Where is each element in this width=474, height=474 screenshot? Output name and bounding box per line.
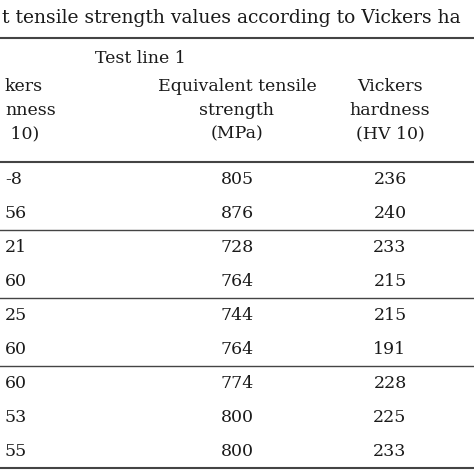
Text: -8: -8 (5, 171, 22, 188)
Text: 236: 236 (374, 171, 407, 188)
Text: Equivalent tensile
strength
(MPa): Equivalent tensile strength (MPa) (158, 78, 316, 142)
Text: 60: 60 (5, 374, 27, 392)
Text: kers
nness
 10): kers nness 10) (5, 78, 56, 142)
Text: 60: 60 (5, 340, 27, 357)
Text: 60: 60 (5, 273, 27, 290)
Text: 215: 215 (374, 273, 407, 290)
Text: 800: 800 (220, 443, 254, 459)
Text: 56: 56 (5, 204, 27, 221)
Text: 228: 228 (374, 374, 407, 392)
Text: 800: 800 (220, 409, 254, 426)
Text: Vickers
hardness
(HV 10): Vickers hardness (HV 10) (350, 78, 430, 142)
Text: 764: 764 (220, 340, 254, 357)
Text: 876: 876 (220, 204, 254, 221)
Text: 774: 774 (220, 374, 254, 392)
Text: 25: 25 (5, 307, 27, 323)
Text: 55: 55 (5, 443, 27, 459)
Text: 233: 233 (374, 443, 407, 459)
Text: 728: 728 (220, 238, 254, 255)
Text: 191: 191 (374, 340, 407, 357)
Text: 233: 233 (374, 238, 407, 255)
Text: 240: 240 (374, 204, 407, 221)
Text: 805: 805 (220, 171, 254, 188)
Text: 21: 21 (5, 238, 27, 255)
Text: Test line 1: Test line 1 (95, 49, 186, 66)
Text: 53: 53 (5, 409, 27, 426)
Text: t tensile strength values according to Vickers ha: t tensile strength values according to V… (2, 9, 461, 27)
Text: 764: 764 (220, 273, 254, 290)
Text: 215: 215 (374, 307, 407, 323)
Text: 225: 225 (374, 409, 407, 426)
Text: 744: 744 (220, 307, 254, 323)
